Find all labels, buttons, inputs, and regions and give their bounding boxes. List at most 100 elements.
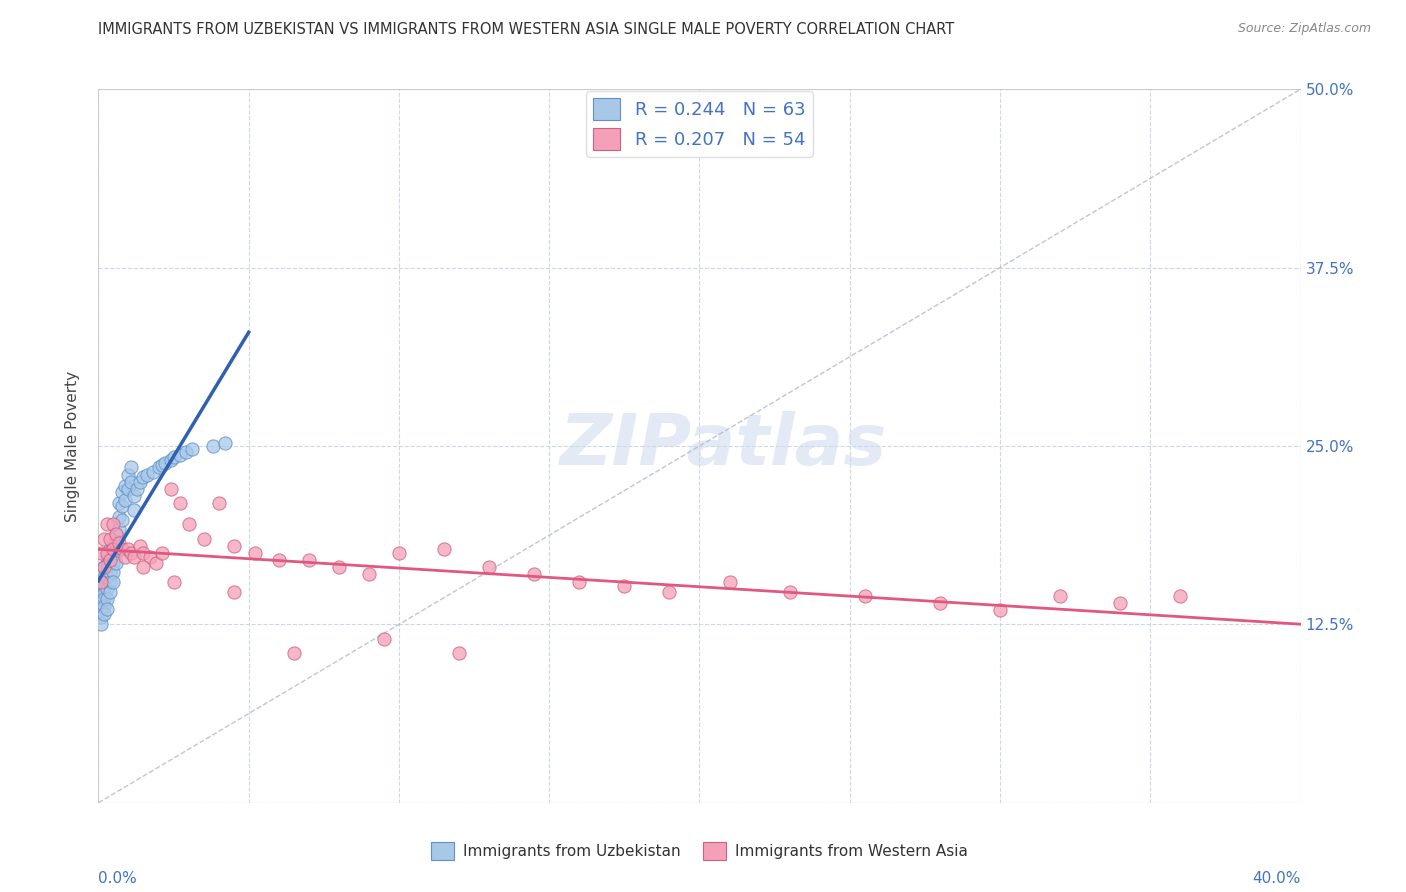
Point bbox=[162, 574, 184, 589]
Point bbox=[103, 556, 125, 570]
Point bbox=[988, 603, 1011, 617]
Point bbox=[328, 560, 350, 574]
Point bbox=[100, 553, 122, 567]
Point bbox=[103, 546, 125, 560]
Point bbox=[93, 560, 115, 574]
Point bbox=[90, 574, 112, 589]
Point bbox=[145, 556, 167, 570]
Point bbox=[523, 567, 546, 582]
Point bbox=[100, 532, 122, 546]
Point bbox=[121, 546, 143, 560]
Point bbox=[93, 532, 115, 546]
Point bbox=[779, 584, 801, 599]
Text: IMMIGRANTS FROM UZBEKISTAN VS IMMIGRANTS FROM WESTERN ASIA SINGLE MALE POVERTY C: IMMIGRANTS FROM UZBEKISTAN VS IMMIGRANTS… bbox=[98, 22, 955, 37]
Point bbox=[135, 467, 157, 482]
Point bbox=[568, 574, 591, 589]
Point bbox=[105, 527, 128, 541]
Point bbox=[96, 560, 118, 574]
Point bbox=[111, 484, 134, 499]
Point bbox=[148, 460, 170, 475]
Point bbox=[138, 550, 160, 565]
Point bbox=[658, 584, 681, 599]
Point bbox=[1109, 596, 1132, 610]
Point bbox=[150, 546, 173, 560]
Point bbox=[447, 646, 470, 660]
Point bbox=[90, 610, 112, 624]
Point bbox=[357, 567, 380, 582]
Point bbox=[129, 475, 152, 489]
Point bbox=[153, 456, 176, 470]
Point bbox=[222, 584, 245, 599]
Y-axis label: Single Male Poverty: Single Male Poverty bbox=[65, 370, 80, 522]
Point bbox=[105, 527, 128, 541]
Point bbox=[93, 570, 115, 584]
Point bbox=[613, 579, 636, 593]
Point bbox=[100, 574, 122, 589]
Point bbox=[117, 482, 139, 496]
Point bbox=[718, 574, 741, 589]
Point bbox=[96, 591, 118, 606]
Point bbox=[201, 439, 224, 453]
Point bbox=[141, 465, 163, 479]
Point bbox=[90, 617, 112, 632]
Point bbox=[159, 453, 181, 467]
Point bbox=[117, 541, 139, 556]
Point bbox=[222, 539, 245, 553]
Point bbox=[96, 517, 118, 532]
Point bbox=[127, 482, 149, 496]
Point bbox=[162, 450, 184, 465]
Point bbox=[433, 541, 456, 556]
Point bbox=[108, 510, 131, 524]
Point bbox=[121, 460, 143, 475]
Point bbox=[93, 591, 115, 606]
Point bbox=[1170, 589, 1192, 603]
Point bbox=[111, 499, 134, 513]
Point bbox=[93, 560, 115, 574]
Point bbox=[117, 467, 139, 482]
Point bbox=[929, 596, 952, 610]
Point bbox=[90, 596, 112, 610]
Point bbox=[169, 448, 191, 462]
Point bbox=[90, 582, 112, 596]
Point bbox=[103, 517, 125, 532]
Point bbox=[373, 632, 395, 646]
Point bbox=[103, 565, 125, 579]
Point bbox=[90, 546, 112, 560]
Text: ZIPatlas: ZIPatlas bbox=[560, 411, 887, 481]
Point bbox=[93, 607, 115, 622]
Point bbox=[90, 574, 112, 589]
Point bbox=[169, 496, 191, 510]
Point bbox=[100, 565, 122, 579]
Point bbox=[853, 589, 876, 603]
Point bbox=[121, 475, 143, 489]
Point bbox=[103, 541, 125, 556]
Point bbox=[96, 582, 118, 596]
Text: 0.0%: 0.0% bbox=[98, 871, 138, 887]
Point bbox=[111, 541, 134, 556]
Point bbox=[267, 553, 290, 567]
Point bbox=[108, 496, 131, 510]
Point bbox=[111, 513, 134, 527]
Point bbox=[283, 646, 305, 660]
Point bbox=[96, 601, 118, 615]
Point bbox=[114, 493, 136, 508]
Point bbox=[105, 536, 128, 550]
Point bbox=[478, 560, 501, 574]
Point bbox=[114, 550, 136, 565]
Point bbox=[103, 574, 125, 589]
Point bbox=[96, 570, 118, 584]
Point bbox=[108, 536, 131, 550]
Point bbox=[93, 599, 115, 613]
Point bbox=[114, 479, 136, 493]
Point bbox=[100, 553, 122, 567]
Point bbox=[150, 458, 173, 472]
Point bbox=[124, 550, 146, 565]
Point bbox=[243, 546, 266, 560]
Point bbox=[105, 556, 128, 570]
Point bbox=[132, 560, 155, 574]
Point bbox=[132, 470, 155, 484]
Legend: Immigrants from Uzbekistan, Immigrants from Western Asia: Immigrants from Uzbekistan, Immigrants f… bbox=[425, 836, 974, 866]
Point bbox=[159, 482, 181, 496]
Point bbox=[108, 522, 131, 536]
Point bbox=[214, 436, 236, 450]
